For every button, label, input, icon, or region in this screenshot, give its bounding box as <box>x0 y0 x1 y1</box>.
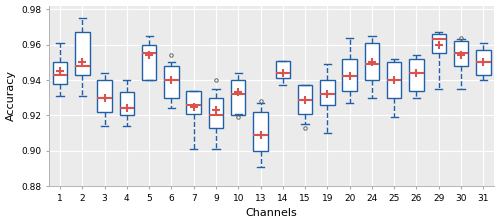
PathPatch shape <box>75 32 90 75</box>
PathPatch shape <box>164 66 178 98</box>
PathPatch shape <box>476 50 490 75</box>
Y-axis label: Accuracy: Accuracy <box>6 71 16 121</box>
PathPatch shape <box>231 80 246 115</box>
PathPatch shape <box>120 93 134 115</box>
PathPatch shape <box>387 62 402 98</box>
PathPatch shape <box>186 91 201 114</box>
PathPatch shape <box>364 43 379 80</box>
PathPatch shape <box>53 62 68 84</box>
X-axis label: Channels: Channels <box>246 209 298 218</box>
PathPatch shape <box>254 112 268 151</box>
PathPatch shape <box>320 80 334 105</box>
PathPatch shape <box>98 80 112 112</box>
PathPatch shape <box>342 59 357 91</box>
PathPatch shape <box>432 34 446 54</box>
PathPatch shape <box>409 59 424 91</box>
PathPatch shape <box>142 45 156 80</box>
PathPatch shape <box>208 98 223 128</box>
PathPatch shape <box>454 41 468 66</box>
PathPatch shape <box>276 60 290 78</box>
PathPatch shape <box>298 85 312 114</box>
